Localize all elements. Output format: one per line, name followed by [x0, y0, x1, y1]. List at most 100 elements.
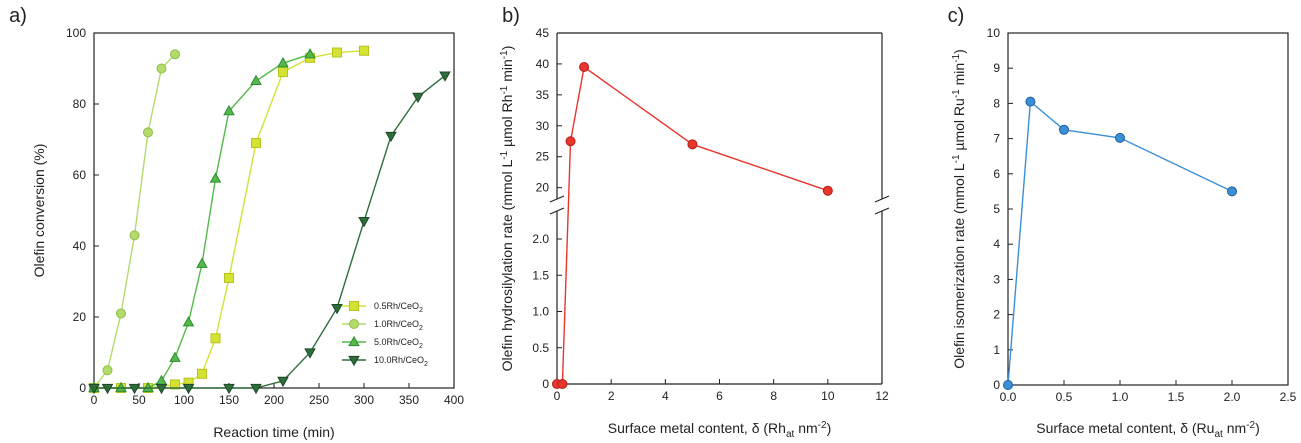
axis-break-mark-b — [549, 207, 565, 215]
x-tick-label-c: 0.0 — [1000, 390, 1017, 404]
data-point-a-2 — [304, 48, 316, 59]
y-tick-label-a: 100 — [66, 26, 86, 40]
data-point-c — [1059, 124, 1069, 135]
x-tick-label-a: 150 — [219, 393, 239, 407]
legend-label-a: 0.5Rh/CeO2 — [374, 301, 423, 314]
data-point-a-1 — [156, 63, 167, 74]
x-tick-label-b: 4 — [662, 389, 669, 403]
plot-frame-a — [93, 32, 455, 389]
panel-label-b: b) — [502, 5, 520, 27]
data-point-b — [579, 62, 590, 73]
data-point-a-3 — [439, 71, 451, 82]
data-point-a-2 — [223, 104, 235, 116]
legend-label-a: 10.0Rh/CeO2 — [374, 355, 428, 368]
data-point-a-0 — [278, 67, 288, 78]
chart-b: b) 0 2 4 6 8 10 12 20 25 30 35 40 45 0 0.5 1.0 1.5 2.0 Surf… — [499, 5, 890, 440]
data-point-a-0 — [197, 368, 207, 379]
chart-c: c) 0.0 0.5 1.0 1.5 2.0 2.5 0 1 2 3 4 5 6 7 8 9 10 Surface … — [948, 5, 1297, 440]
y-tick-label-b: 35 — [536, 88, 550, 102]
x-tick-label-b: 12 — [875, 389, 889, 403]
data-point-a-3 — [385, 131, 397, 143]
data-point-a-0 — [332, 47, 342, 58]
legend-marker-a — [348, 335, 360, 347]
y-tick-label-c: 3 — [993, 272, 1000, 286]
x-tick-label-b: 2 — [608, 389, 615, 403]
y-axis-title-a: Olefin conversion (%) — [31, 144, 47, 278]
x-tick-label-a: 200 — [264, 393, 284, 407]
data-point-a-1 — [170, 49, 180, 60]
axis-break-mark-b — [549, 195, 565, 203]
y-axis-title-b: Olefin hydrosilylation rate (mmol L-1 µm… — [499, 46, 515, 372]
series-line-a-2 — [94, 53, 311, 389]
data-point-c — [1115, 132, 1125, 143]
y-tick-label-a: 20 — [73, 310, 87, 324]
data-point-a-0 — [359, 45, 369, 56]
y-tick-label-c: 9 — [993, 61, 1000, 75]
y-tick-label-a: 40 — [73, 239, 87, 253]
x-axis-title-b: Surface metal content, δ (Rhat nm-2) — [608, 420, 831, 440]
legend-marker-a — [349, 319, 359, 329]
x-tick-label-c: 0.5 — [1056, 390, 1073, 404]
y-tick-label-b: 40 — [536, 57, 550, 71]
data-point-a-3 — [250, 383, 262, 395]
x-tick-label-a: 300 — [354, 393, 374, 407]
axis-break-mark-b — [874, 195, 890, 203]
data-point-a-3 — [304, 348, 316, 359]
data-point-a-2 — [142, 381, 154, 393]
data-point-a-3 — [88, 383, 100, 395]
data-point-a-2 — [277, 56, 289, 68]
x-tick-label-c: 1.5 — [1168, 390, 1185, 404]
data-point-a-1 — [129, 230, 140, 241]
data-point-a-1 — [102, 365, 113, 376]
data-point-a-2 — [196, 257, 208, 268]
panel-label-a: a) — [9, 5, 27, 27]
data-point-a-3 — [331, 304, 343, 315]
x-tick-label-a: 100 — [174, 393, 194, 407]
legend-marker-a — [349, 301, 359, 311]
y-tick-label-b: 1.0 — [532, 305, 549, 319]
data-point-b — [822, 185, 833, 196]
data-point-a-0 — [210, 333, 221, 344]
y-tick-label-c: 0 — [993, 378, 1000, 392]
series-line-a-1 — [93, 53, 176, 389]
data-point-a-1 — [116, 308, 126, 319]
data-point-a-0 — [251, 138, 261, 149]
data-point-b — [565, 136, 576, 147]
y-tick-label-c: 6 — [993, 167, 1000, 181]
x-axis-title-c: Surface metal content, δ (Ruat nm-2) — [1036, 420, 1259, 440]
y-tick-label-c: 7 — [993, 132, 1000, 146]
data-point-a-1 — [143, 127, 153, 138]
y-tick-label-b: 20 — [536, 181, 550, 195]
series-line-a-0 — [94, 50, 365, 389]
x-tick-label-a: 50 — [132, 393, 146, 407]
data-point-a-0 — [224, 272, 234, 283]
series-line-b — [557, 65, 829, 385]
series-line-a-3 — [94, 75, 446, 389]
data-point-a-3 — [223, 383, 235, 395]
data-point-a-3 — [155, 383, 168, 395]
axis-break-mark-b — [874, 207, 890, 215]
data-point-a-3 — [277, 376, 289, 388]
y-tick-label-c: 2 — [993, 308, 1000, 322]
data-point-a-2 — [155, 374, 168, 385]
data-point-a-2 — [182, 316, 195, 327]
data-point-a-2 — [209, 172, 222, 183]
data-point-a-3 — [128, 383, 141, 395]
x-tick-label-b: 0 — [554, 389, 561, 403]
legend-marker-a — [348, 355, 360, 367]
x-tick-label-c: 2.0 — [1224, 390, 1241, 404]
y-tick-label-c: 8 — [993, 96, 1000, 110]
data-point-a-3 — [101, 383, 114, 395]
data-point-c — [1227, 186, 1237, 197]
data-point-b — [687, 139, 698, 150]
y-tick-label-a: 0 — [79, 381, 86, 395]
y-tick-label-c: 5 — [993, 202, 1000, 216]
y-tick-label-b: 1.5 — [532, 268, 549, 282]
x-tick-label-c: 2.5 — [1280, 390, 1297, 404]
y-tick-label-b: 45 — [536, 26, 550, 40]
legend-label-a: 1.0Rh/CeO2 — [374, 319, 423, 332]
x-tick-label-a: 250 — [309, 393, 329, 407]
y-tick-label-c: 10 — [987, 26, 1001, 40]
panel-label-c: c) — [948, 5, 965, 27]
